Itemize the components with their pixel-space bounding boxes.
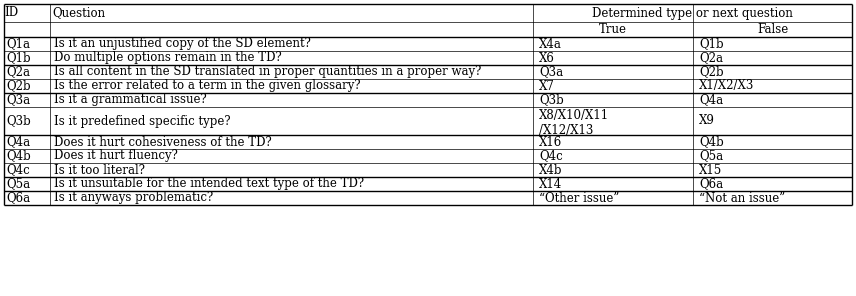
Text: Q5a: Q5a [6,178,30,191]
Text: Q5a: Q5a [699,149,723,163]
Text: Q4b: Q4b [699,136,724,149]
Text: Q3a: Q3a [6,94,30,107]
Text: Is it too literal?: Is it too literal? [54,163,145,176]
Text: True: True [599,23,627,36]
Text: False: False [757,23,788,36]
Text: X4a: X4a [539,38,562,51]
Text: Q4c: Q4c [539,149,562,163]
Text: Q4c: Q4c [6,163,30,176]
Text: Q2b: Q2b [699,65,723,78]
Text: Question: Question [52,7,105,20]
Text: “Not an issue”: “Not an issue” [699,192,785,205]
Text: Is it anyways problematic?: Is it anyways problematic? [54,192,213,205]
Text: X15: X15 [699,163,722,176]
Text: X4b: X4b [539,163,562,176]
Text: X14: X14 [539,178,562,191]
Text: Q3b: Q3b [6,115,31,128]
Text: Q6a: Q6a [6,192,30,205]
Text: Q3a: Q3a [539,65,563,78]
Text: “Other issue”: “Other issue” [539,192,620,205]
Text: Q1b: Q1b [6,52,31,65]
Text: Q1a: Q1a [6,38,30,51]
Text: Do multiple options remain in the TD?: Do multiple options remain in the TD? [54,52,282,65]
Text: Is it a grammatical issue?: Is it a grammatical issue? [54,94,207,107]
Text: X1/X2/X3: X1/X2/X3 [699,80,754,92]
Text: Is the error related to a term in the given glossary?: Is the error related to a term in the gi… [54,80,360,92]
Text: X7: X7 [539,80,555,92]
Text: Q2b: Q2b [6,80,31,92]
Text: Q4a: Q4a [6,136,30,149]
Text: X8/X10/X11
/X12/X13: X8/X10/X11 /X12/X13 [539,109,609,137]
Text: Is it an unjustified copy of the SD element?: Is it an unjustified copy of the SD elem… [54,38,311,51]
Text: Determined type or next question: Determined type or next question [592,7,793,20]
Text: Does it hurt cohesiveness of the TD?: Does it hurt cohesiveness of the TD? [54,136,271,149]
Text: Q1b: Q1b [699,38,723,51]
Text: Is it predefined specific type?: Is it predefined specific type? [54,115,230,128]
Text: Q2a: Q2a [699,52,723,65]
Text: X6: X6 [539,52,555,65]
Text: Q4a: Q4a [699,94,723,107]
Text: Does it hurt fluency?: Does it hurt fluency? [54,149,178,163]
Text: Q3b: Q3b [539,94,564,107]
Text: Is it unsuitable for the intended text type of the TD?: Is it unsuitable for the intended text t… [54,178,364,191]
Text: X16: X16 [539,136,562,149]
Text: Q2a: Q2a [6,65,30,78]
Text: X9: X9 [699,115,715,128]
Text: Q6a: Q6a [699,178,723,191]
Text: Q4b: Q4b [6,149,31,163]
Text: Is all content in the SD translated in proper quantities in a proper way?: Is all content in the SD translated in p… [54,65,481,78]
Text: ID: ID [4,7,18,20]
